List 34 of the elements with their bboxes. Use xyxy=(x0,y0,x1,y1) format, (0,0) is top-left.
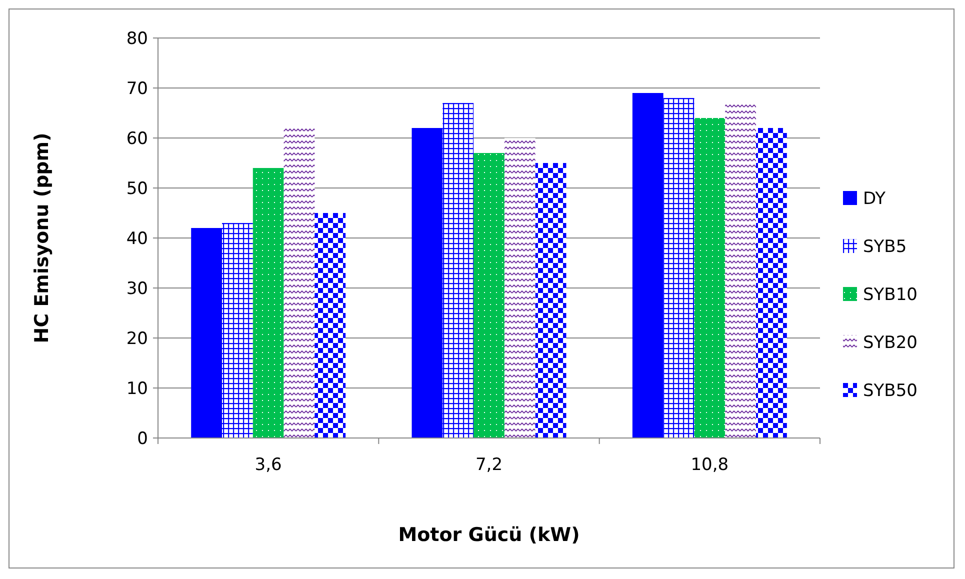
legend-label: SYB5 xyxy=(863,236,907,257)
x-axis-title: Motor Gücü (kW) xyxy=(398,524,580,546)
bar xyxy=(694,118,726,438)
legend-label: SYB50 xyxy=(863,380,918,401)
bar xyxy=(756,128,787,438)
bar xyxy=(191,228,222,438)
x-tick-label: 7,2 xyxy=(475,455,503,475)
y-tick-label: 0 xyxy=(137,428,148,449)
x-tick-label: 3,6 xyxy=(254,455,282,475)
x-tick-label: 10,8 xyxy=(690,455,729,475)
y-tick-label: 20 xyxy=(126,328,148,349)
bar xyxy=(252,168,284,438)
y-tick-label: 60 xyxy=(126,128,148,149)
y-tick-label: 70 xyxy=(126,78,148,99)
bar xyxy=(284,128,315,438)
bar xyxy=(222,223,253,438)
legend-label: DY xyxy=(863,188,886,209)
bar xyxy=(442,103,474,438)
legend-label: SYB20 xyxy=(863,332,918,353)
bar xyxy=(412,128,443,438)
legend-label: SYB10 xyxy=(863,284,918,305)
y-tick-label: 40 xyxy=(126,228,148,249)
bar xyxy=(474,153,504,438)
bar xyxy=(535,163,566,438)
y-tick-label: 10 xyxy=(126,378,148,399)
y-tick-label: 80 xyxy=(126,28,148,49)
bar xyxy=(314,213,346,438)
y-axis-title: HC Emisyonu (ppm) xyxy=(31,132,53,344)
y-tick-label: 50 xyxy=(126,178,148,199)
bar xyxy=(725,103,756,438)
bar xyxy=(504,138,536,438)
bar xyxy=(663,98,694,438)
y-tick-label: 30 xyxy=(126,278,148,299)
bar xyxy=(632,93,664,438)
